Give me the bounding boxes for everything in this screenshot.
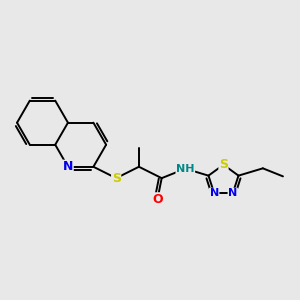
Text: S: S: [219, 158, 228, 171]
Text: N: N: [210, 188, 219, 198]
Text: N: N: [63, 160, 73, 173]
Text: S: S: [112, 172, 121, 184]
Text: N: N: [228, 188, 237, 198]
Text: NH: NH: [176, 164, 195, 174]
Text: O: O: [152, 193, 163, 206]
